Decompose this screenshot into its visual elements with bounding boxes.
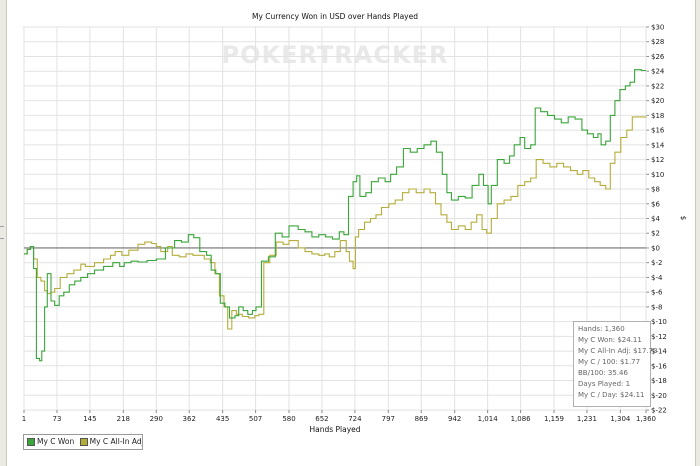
x-tick-label: 797 — [382, 415, 395, 423]
x-tick-label: 1,159 — [544, 415, 564, 423]
y-tick-label: $-14 — [651, 348, 667, 356]
y-tick-label: $-18 — [651, 377, 667, 385]
y-tick-label: $22 — [651, 82, 664, 90]
x-tick-label: 507 — [249, 415, 262, 423]
stat-per-day: My C / Day: $24.11 — [578, 391, 645, 399]
window-edge-mark — [0, 226, 4, 227]
y-tick-label: $20 — [651, 97, 664, 105]
series-line-won — [24, 69, 646, 362]
x-tick-label: 1,360 — [636, 415, 656, 423]
y-tick-label: $-2 — [651, 259, 662, 267]
x-tick-label: 435 — [216, 415, 229, 423]
legend-label-won: My C Won — [37, 437, 75, 446]
legend-swatch-won — [27, 438, 35, 446]
y-tick-label: $-22 — [651, 407, 667, 415]
legend-item-won[interactable]: My C Won — [27, 435, 74, 449]
y-tick-label: $8 — [651, 186, 660, 194]
y-tick-label: $28 — [651, 38, 664, 46]
y-tick-label: $24 — [651, 68, 665, 76]
y-tick-label: $12 — [651, 156, 664, 164]
stat-allin: My C All-In Adj: $17.73 — [578, 347, 658, 355]
stat-won: My C Won: $24.11 — [578, 336, 642, 344]
y-tick-label: $30 — [651, 24, 664, 32]
y-tick-label: $-8 — [651, 303, 662, 311]
y-tick-label: $4 — [651, 215, 660, 223]
x-axis-label: Hands Played — [309, 425, 360, 434]
y-tick-label: $14 — [651, 141, 665, 149]
stat-hands: Hands: 1,360 — [578, 325, 625, 333]
x-tick-label: 1,304 — [610, 415, 631, 423]
y-tick-label: $16 — [651, 127, 665, 135]
x-tick-label: 73 — [52, 415, 61, 423]
x-tick-label: 869 — [415, 415, 428, 423]
x-tick-label: 362 — [183, 415, 196, 423]
x-tick-label: 145 — [83, 415, 96, 423]
y-tick-label: $2 — [651, 230, 660, 238]
y-tick-label: $-10 — [651, 318, 667, 326]
x-tick-label: 1,014 — [478, 415, 499, 423]
x-tick-label: 580 — [282, 415, 295, 423]
x-tick-label: 218 — [117, 415, 130, 423]
chart-frame: POKERTRACKER $30 $28 $26 $24 $22 $20 $18 $16 $14 $… — [6, 0, 696, 466]
x-tick-label: 942 — [448, 415, 461, 423]
x-tick-label: 1,231 — [577, 415, 597, 423]
y-tick-label: $0 — [651, 244, 660, 252]
y-tick-label: $10 — [651, 171, 664, 179]
y-tick-label: $-4 — [651, 274, 663, 282]
legend-item-allin[interactable]: My C All-In Adj — [79, 435, 143, 449]
x-tick-label: 652 — [315, 415, 328, 423]
stats-box: Hands: 1,360 My C Won: $24.11 My C All-I… — [573, 321, 658, 407]
series-line-allin — [24, 116, 647, 330]
y-tick-label: $-16 — [651, 362, 667, 370]
y-tick-label: $-20 — [651, 392, 667, 400]
window-edge-mark — [0, 238, 4, 239]
watermark-logo: POKERTRACKER — [222, 41, 449, 69]
y-tick-label: $6 — [651, 200, 660, 208]
x-tick-label: 1,086 — [511, 415, 532, 423]
legend: My C Won My C All-In Adj — [23, 434, 143, 450]
x-tick-label: 1 — [22, 415, 26, 423]
y-tick-label: $18 — [651, 112, 664, 120]
y-tick-label: $-6 — [651, 289, 663, 297]
y-axis-label: $ — [679, 216, 687, 220]
x-tick-label: 290 — [150, 415, 163, 423]
y-tick-label: $26 — [651, 53, 665, 61]
legend-label-allin: My C All-In Adj — [89, 437, 143, 446]
chart-title: My Currency Won in USD over Hands Played — [252, 12, 418, 21]
legend-swatch-allin — [79, 438, 88, 446]
stat-per100: My C / 100: $1.77 — [578, 358, 641, 366]
y-tick-label: $-12 — [651, 333, 667, 341]
stat-bb100: BB/100: 35.46 — [578, 369, 628, 377]
chart-canvas: POKERTRACKER $30 $28 $26 $24 $22 $20 $18 $16 $14 $… — [22, 12, 687, 434]
stat-days: Days Played: 1 — [578, 380, 631, 388]
x-tick-label: 724 — [348, 415, 362, 423]
